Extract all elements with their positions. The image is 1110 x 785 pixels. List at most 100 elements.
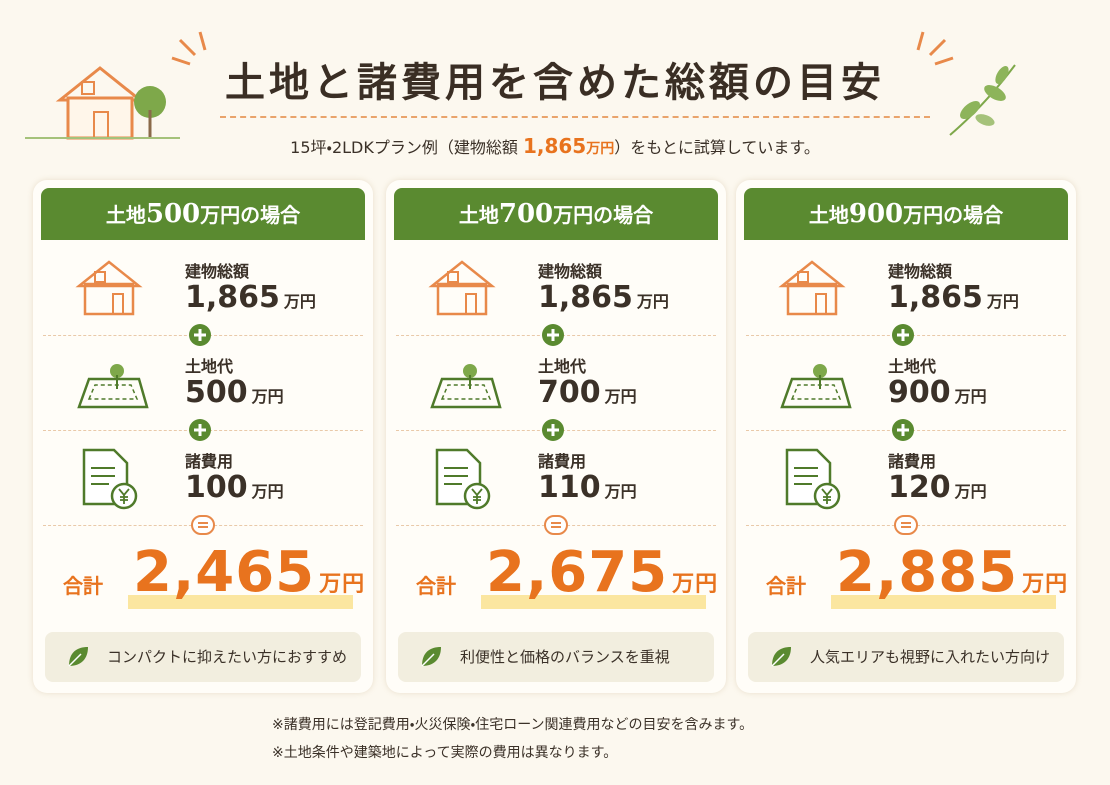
subtitle-unit: 万円 (586, 141, 615, 157)
plus-icon (892, 419, 914, 441)
amount: 110 (538, 470, 601, 505)
amount: 100 (185, 470, 248, 505)
item-icon (77, 364, 149, 409)
item-icon (778, 260, 846, 316)
item-label: 土地代 (185, 357, 234, 376)
unit: 万円 (672, 572, 719, 597)
equals-icon (544, 515, 568, 535)
unit: 万円 (954, 482, 987, 501)
item-label: 土地代 (538, 357, 587, 376)
unit: 万円 (319, 572, 366, 597)
leaf-illustration (949, 64, 1016, 136)
item-amount: 110 万円 (538, 470, 637, 505)
plus-icon (542, 419, 564, 441)
item-amount: 500 万円 (185, 375, 284, 410)
amount: 700 (538, 375, 601, 410)
card-heading: 土地500万円の場合 (41, 188, 365, 240)
subtitle-amount: 1,865 (522, 134, 587, 158)
heading-unit: 万円 (903, 203, 944, 227)
amount: 900 (888, 375, 951, 410)
heading-text: 土地 (808, 203, 849, 227)
heading-text: の場合 (593, 203, 654, 227)
unit: 万円 (986, 292, 1019, 311)
item-label: 建物総額 (538, 262, 603, 281)
accent-lines (916, 31, 954, 66)
item-amount: 900 万円 (888, 375, 987, 410)
total-amount: 2,465 万円 (133, 540, 365, 605)
item-amount: 1,865 万円 (185, 280, 316, 315)
item-amount: 120 万円 (888, 470, 987, 505)
plus-icon (189, 419, 211, 441)
heading-unit: 万円 (553, 203, 594, 227)
heading-amount: 500 (145, 199, 201, 229)
item-label: 土地代 (888, 357, 937, 376)
equals-icon (894, 515, 918, 535)
heading-amount: 700 (498, 199, 554, 229)
plus-icon (542, 324, 564, 346)
amount: 120 (888, 470, 951, 505)
total-label: 合計 (416, 574, 456, 598)
item-amount: 1,865 万円 (538, 280, 669, 315)
item-amount: 1,865 万円 (888, 280, 1019, 315)
highlight (128, 595, 353, 609)
unit: 万円 (1022, 572, 1069, 597)
plus-icon (892, 324, 914, 346)
amount: 1,865 (888, 280, 983, 315)
item-label: 建物総額 (185, 262, 250, 281)
highlight (481, 595, 706, 609)
footnote: ※土地条件や建築地によって実際の費用は異なります。 (272, 745, 618, 761)
title: 土地と諸費用を含めた総額の目安 (225, 59, 885, 106)
heading-unit: 万円 (200, 203, 241, 227)
heading-text: の場合 (240, 203, 301, 227)
highlight (831, 595, 1056, 609)
house-illustration (25, 66, 180, 140)
heading-text: 土地 (458, 203, 499, 227)
total-amount: 2,675 万円 (486, 540, 718, 605)
card: 土地700万円の場合 建物総額 1,865 万円 土地代 700 万円 諸費用 110 万円 合計 2… (386, 180, 726, 693)
amount: 1,865 (185, 280, 280, 315)
item-label: 諸費用 (888, 452, 937, 471)
subtitle-text: ）をもとに試算しています。 (614, 138, 820, 157)
card-heading: 土地900万円の場合 (744, 188, 1068, 240)
unit: 万円 (604, 482, 637, 501)
unit: 万円 (954, 387, 987, 406)
amount: 1,865 (538, 280, 633, 315)
unit: 万円 (251, 482, 284, 501)
card: 土地500万円の場合 建物総額 1,865 万円 土地代 500 万円 諸費用 100 万円 合計 2… (33, 180, 373, 693)
leaf-icon (421, 647, 441, 667)
item-label: 建物総額 (888, 262, 953, 281)
unit: 万円 (636, 292, 669, 311)
amount: 2,675 (486, 540, 669, 605)
item-amount: 700 万円 (538, 375, 637, 410)
item-label: 諸費用 (185, 452, 234, 471)
recommendation: 利便性と価格のバランスを重視 (398, 632, 714, 682)
item-icon (780, 364, 852, 409)
leaf-icon (68, 647, 88, 667)
amount: 2,465 (133, 540, 316, 605)
item-icon (82, 448, 138, 510)
unit: 万円 (604, 387, 637, 406)
subtitle-text: 15坪・2LDKプラン例（建物総額 (290, 138, 523, 157)
equals-icon (191, 515, 215, 535)
card-heading: 土地700万円の場合 (394, 188, 718, 240)
recommendation: 人気エリアも視野に入れたい方向け (748, 632, 1064, 682)
total-amount: 2,885 万円 (836, 540, 1068, 605)
item-label: 諸費用 (538, 452, 587, 471)
footnote: ※諸費用には登記費用・火災保険・住宅ローン関連費用などの目安を含みます。 (272, 717, 754, 733)
item-icon (75, 260, 143, 316)
item-amount: 100 万円 (185, 470, 284, 505)
total-label: 合計 (63, 574, 103, 598)
plus-icon (189, 324, 211, 346)
total-label: 合計 (766, 574, 806, 598)
divider (220, 116, 930, 118)
item-icon (430, 364, 502, 409)
item-icon (785, 448, 841, 510)
unit: 万円 (283, 292, 316, 311)
heading-amount: 900 (848, 199, 904, 229)
card: 土地900万円の場合 建物総額 1,865 万円 土地代 900 万円 諸費用 120 万円 合計 2… (736, 180, 1076, 693)
item-icon (428, 260, 496, 316)
leaf-icon (771, 647, 791, 667)
item-icon (435, 448, 491, 510)
unit: 万円 (251, 387, 284, 406)
